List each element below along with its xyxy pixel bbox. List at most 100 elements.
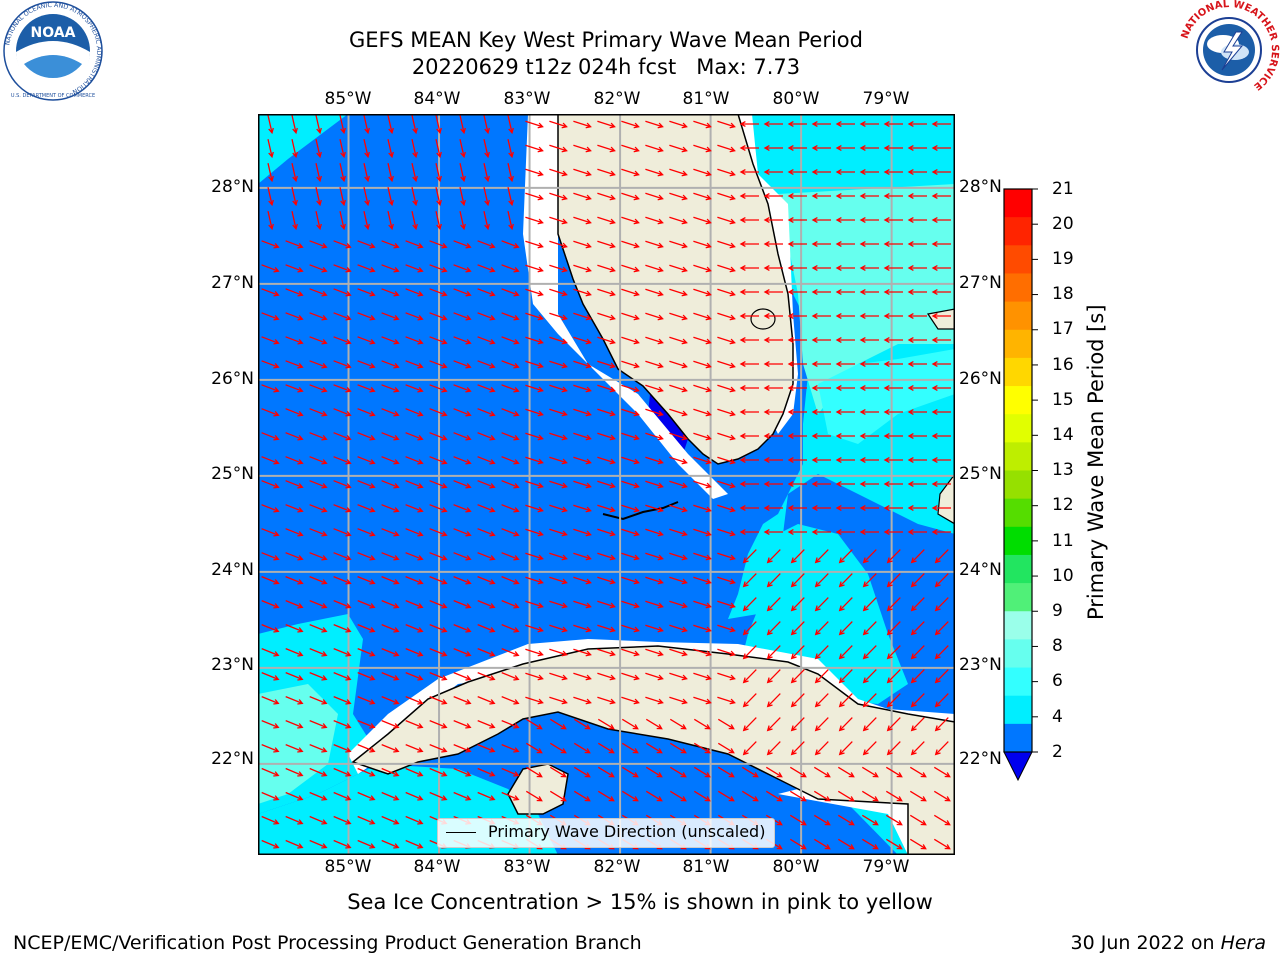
wave-arrow bbox=[813, 766, 831, 778]
wave-arrow bbox=[525, 672, 544, 681]
wave-arrow bbox=[787, 193, 807, 199]
wave-arrow bbox=[429, 384, 448, 393]
wave-arrow bbox=[507, 139, 514, 159]
wave-arrow bbox=[717, 240, 736, 249]
wave-arrow bbox=[525, 742, 543, 754]
wave-arrow bbox=[501, 312, 520, 321]
wave-arrow bbox=[477, 360, 496, 369]
wave-arrow bbox=[261, 575, 280, 585]
wave-arrow bbox=[717, 696, 736, 705]
wave-arrow bbox=[835, 169, 855, 175]
wave-arrow bbox=[411, 163, 418, 183]
wave-arrow bbox=[381, 264, 400, 273]
wave-arrow bbox=[381, 575, 400, 585]
wave-arrow bbox=[934, 597, 949, 612]
wave-arrow bbox=[669, 240, 688, 249]
lat-left-tick: 27°N bbox=[211, 273, 254, 293]
wave-arrow bbox=[597, 600, 616, 609]
wave-arrow bbox=[883, 457, 903, 463]
wave-arrow bbox=[907, 481, 927, 487]
wave-arrow bbox=[621, 552, 640, 561]
wave-arrow bbox=[477, 240, 496, 249]
wave-arrow bbox=[597, 408, 616, 417]
wave-arrow bbox=[507, 163, 514, 183]
wave-arrow bbox=[931, 409, 951, 415]
wave-arrow bbox=[405, 456, 424, 465]
wave-arrow bbox=[717, 120, 736, 129]
wave-arrow bbox=[859, 433, 879, 439]
wave-arrow bbox=[573, 432, 592, 441]
wave-arrow bbox=[477, 647, 496, 657]
colorbar-tick-label: 20 bbox=[1052, 214, 1074, 234]
wave-arrow bbox=[859, 217, 879, 223]
wave-arrow bbox=[811, 265, 831, 271]
wave-arrow bbox=[811, 337, 831, 343]
wave-arrow bbox=[621, 168, 640, 177]
wave-arrow bbox=[261, 815, 280, 825]
wave-arrow bbox=[717, 192, 736, 201]
wave-arrow bbox=[429, 336, 448, 345]
wave-arrow bbox=[549, 624, 568, 633]
wave-arrow bbox=[309, 695, 328, 705]
wave-arrow bbox=[477, 671, 496, 681]
wave-arrow bbox=[693, 168, 712, 177]
wave-arrow bbox=[453, 528, 472, 537]
wave-arrow bbox=[790, 693, 805, 708]
wave-arrow bbox=[859, 409, 879, 415]
wave-arrow bbox=[811, 193, 831, 199]
wave-arrow bbox=[261, 623, 280, 633]
wave-arrow bbox=[669, 360, 688, 369]
wave-arrow bbox=[907, 433, 927, 439]
colorbar-segment bbox=[1004, 386, 1032, 415]
wave-arrow bbox=[405, 480, 424, 489]
wave-arrow bbox=[525, 790, 543, 802]
wave-arrow bbox=[835, 481, 855, 487]
wave-arrow bbox=[717, 408, 736, 417]
wave-arrow bbox=[597, 552, 616, 561]
lat-left-tick: 28°N bbox=[211, 177, 254, 197]
wave-arrow bbox=[357, 336, 376, 345]
wave-arrow bbox=[859, 265, 879, 271]
wave-arrow bbox=[717, 144, 736, 153]
wave-arrow bbox=[597, 672, 616, 681]
wave-arrow bbox=[453, 504, 472, 513]
wave-arrow bbox=[645, 742, 663, 754]
wave-arrow bbox=[597, 432, 616, 441]
wave-arrow bbox=[411, 115, 418, 135]
wave-arrow bbox=[453, 408, 472, 417]
wave-arrow bbox=[261, 336, 280, 345]
wave-arrow bbox=[363, 187, 370, 207]
wave-arrow bbox=[763, 409, 783, 415]
wave-arrow bbox=[907, 265, 927, 271]
wave-arrow bbox=[285, 288, 304, 297]
wave-arrow bbox=[525, 312, 544, 321]
wave-arrow bbox=[315, 187, 322, 207]
wave-arrow bbox=[549, 408, 568, 417]
lat-right-tick: 26°N bbox=[959, 369, 1002, 389]
lat-right-tick: 28°N bbox=[959, 177, 1002, 197]
wave-arrow bbox=[573, 240, 592, 249]
wave-arrow bbox=[621, 456, 640, 465]
wave-arrow bbox=[931, 289, 951, 295]
wave-arrow bbox=[717, 742, 735, 754]
lon-top-tick: 84°W bbox=[413, 89, 461, 109]
colorbar-segment bbox=[1004, 329, 1032, 359]
wave-arrow bbox=[669, 456, 688, 465]
wave-arrow bbox=[883, 529, 903, 535]
wave-arrow bbox=[357, 671, 376, 681]
wave-arrow bbox=[597, 528, 616, 537]
wave-arrow bbox=[285, 719, 304, 729]
colorbar-segment bbox=[1004, 723, 1032, 753]
wave-arrow bbox=[261, 288, 280, 297]
wave-arrow bbox=[597, 384, 616, 393]
wave-arrow bbox=[838, 669, 853, 684]
wave-arrow bbox=[621, 264, 640, 273]
wave-arrow bbox=[453, 384, 472, 393]
wave-arrow bbox=[811, 361, 831, 367]
wave-arrow bbox=[931, 169, 951, 175]
wave-arrow bbox=[285, 695, 304, 705]
wave-arrow bbox=[597, 168, 616, 177]
wave-arrow bbox=[459, 187, 466, 207]
wave-arrow bbox=[357, 384, 376, 393]
wave-arrow bbox=[453, 312, 472, 321]
